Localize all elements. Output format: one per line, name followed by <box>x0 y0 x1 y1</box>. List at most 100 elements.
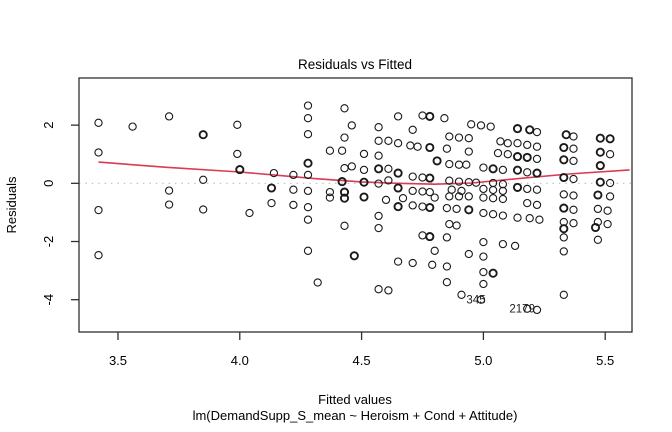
data-point <box>418 187 427 196</box>
data-point <box>605 150 615 159</box>
data-point <box>595 133 605 143</box>
data-point <box>269 168 279 178</box>
data-point <box>313 278 322 287</box>
data-point <box>488 210 498 219</box>
data-point <box>393 183 403 193</box>
data-point <box>532 185 542 194</box>
data-point <box>303 215 313 224</box>
data-point <box>525 125 535 135</box>
data-point <box>454 133 464 142</box>
data-point <box>339 187 350 197</box>
data-point <box>418 231 427 240</box>
data-point <box>340 133 349 142</box>
data-point <box>569 144 578 153</box>
outlier-point <box>476 295 486 304</box>
data-point <box>569 174 578 184</box>
data-point <box>479 252 488 261</box>
data-point <box>94 148 103 157</box>
data-point <box>593 204 603 214</box>
data-point <box>447 185 456 194</box>
data-point <box>384 136 393 145</box>
data-point <box>94 205 103 215</box>
data-point <box>374 285 383 294</box>
data-point <box>303 203 313 212</box>
data-point <box>522 152 532 162</box>
data-point <box>359 165 369 175</box>
data-point <box>512 152 523 162</box>
data-point <box>513 213 522 222</box>
data-point <box>559 190 568 199</box>
data-point <box>503 139 512 148</box>
data-point <box>595 161 605 171</box>
outlier-label: 2179 <box>509 304 535 316</box>
data-point <box>523 198 532 208</box>
data-point <box>374 164 384 174</box>
data-point <box>442 262 452 271</box>
data-point <box>440 114 449 123</box>
data-point <box>523 184 532 194</box>
data-point <box>498 239 508 249</box>
data-point <box>374 211 383 221</box>
data-point <box>164 200 174 209</box>
data-point <box>486 122 495 131</box>
data-point <box>569 132 578 141</box>
data-point <box>340 221 349 230</box>
data-point <box>569 191 578 200</box>
data-point <box>569 205 578 214</box>
data-point <box>559 155 569 165</box>
data-point <box>340 104 349 113</box>
data-point <box>384 164 393 173</box>
x-tick-label: 5.0 <box>474 353 492 368</box>
data-point <box>289 200 298 210</box>
data-point <box>532 200 542 210</box>
data-point <box>479 193 488 202</box>
data-point <box>445 159 454 169</box>
data-point <box>325 193 335 202</box>
data-point <box>464 147 473 156</box>
data-point <box>425 173 435 183</box>
data-point <box>559 224 569 234</box>
data-point <box>325 146 335 155</box>
data-point <box>559 233 568 242</box>
data-point <box>590 222 601 233</box>
data-point <box>513 139 522 148</box>
data-point <box>532 168 542 178</box>
data-point <box>408 125 417 134</box>
data-point <box>595 147 605 157</box>
smoother-line <box>98 161 630 185</box>
data-point <box>245 208 254 218</box>
data-point <box>479 184 488 194</box>
data-point <box>289 185 298 194</box>
data-point <box>488 194 498 203</box>
data-point <box>479 267 488 277</box>
data-point <box>359 192 369 202</box>
data-point <box>559 172 569 183</box>
data-point <box>559 142 569 153</box>
data-point <box>425 232 435 242</box>
data-point <box>498 180 508 189</box>
data-point <box>340 164 349 173</box>
x-tick-label: 4.0 <box>231 353 249 368</box>
data-point <box>418 173 427 182</box>
data-point <box>235 165 245 175</box>
data-point <box>457 186 466 196</box>
data-point <box>289 170 298 180</box>
data-point <box>593 190 603 200</box>
data-point <box>393 257 403 266</box>
data-point <box>605 178 615 188</box>
data-point <box>303 101 313 110</box>
data-point <box>603 206 612 215</box>
outlier-label: 345 <box>466 295 485 307</box>
data-point <box>523 168 532 177</box>
data-point <box>561 130 571 140</box>
data-point <box>445 132 454 141</box>
plot-title: Residuals vs Fitted <box>298 57 412 72</box>
data-point <box>471 178 481 187</box>
data-point <box>347 162 356 171</box>
data-point <box>347 121 356 130</box>
data-point <box>430 193 439 202</box>
data-point <box>464 192 473 201</box>
data-point <box>398 194 408 203</box>
outlier-point <box>523 304 532 313</box>
